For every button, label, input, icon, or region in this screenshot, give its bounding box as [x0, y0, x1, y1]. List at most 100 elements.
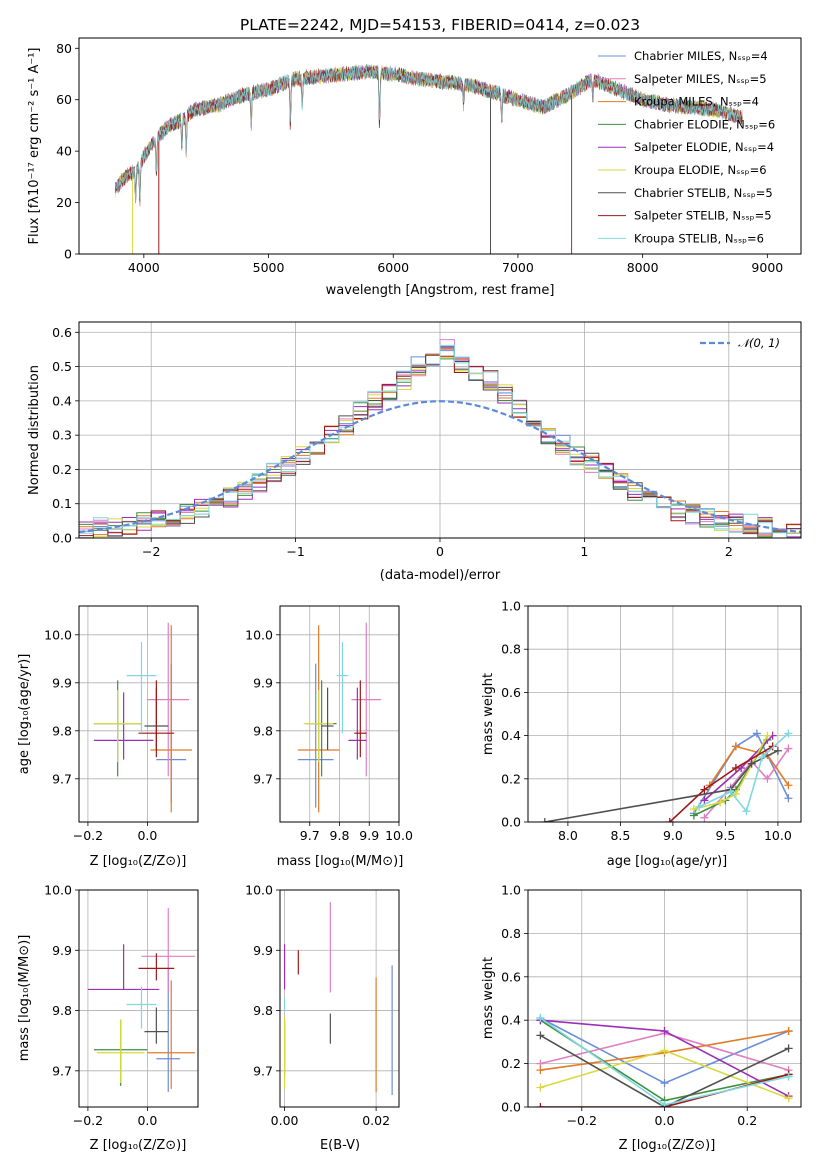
x-tick-label: −0.2: [567, 1113, 597, 1128]
y-tick-label: 9.8: [253, 723, 273, 738]
mass-vs-metallicity-plot: −0.2 0.0 9.7 9.8 9.9 10.0: [44, 883, 199, 1128]
axes-frame: [78, 37, 802, 255]
x-tick-label: 9000: [751, 260, 783, 275]
y-tick-label: 0.0: [52, 531, 72, 546]
errorbar-marks: [297, 622, 382, 813]
plus-marker: [784, 781, 793, 790]
age-vs-mass-plot: 9.7 9.8 9.9 10.0 9.7 9.8 9.9 10.0: [245, 605, 413, 843]
plus-marker: [660, 1027, 669, 1036]
x-tick-label: 5000: [253, 260, 285, 275]
mass-weight-series: [540, 1034, 789, 1107]
legend-label: Chabrier ELODIE, Nₛₛₚ=6: [634, 117, 775, 131]
mass-weight-vs-metallicity-xlabel: Z [log₁₀(Z/Z⊙)]: [619, 1138, 716, 1153]
y-tick-label: 9.8: [253, 1003, 273, 1018]
spectrum-title: PLATE=2242, MJD=54153, FIBERID=0414, z=0…: [240, 16, 640, 34]
plus-marker: [536, 1014, 545, 1023]
plus-marker: [540, 818, 549, 822]
errorbar-marks: [87, 908, 196, 1092]
plus-marker: [716, 798, 725, 807]
axes-frame: [78, 605, 199, 823]
y-tick-label: 0.8: [501, 926, 521, 941]
normal-curve: [79, 400, 801, 534]
x-tick-label: −0.2: [73, 828, 103, 843]
plus-marker: [536, 1083, 545, 1092]
legend-label: Salpeter ELODIE, Nₛₛₚ=4: [634, 140, 774, 154]
mass-vs-metallicity-panel: −0.2 0.0 9.7 9.8 9.9 10.0 Z [log₁₀(Z/Z⊙)] mas…: [17, 883, 199, 1153]
y-tick-label: 60: [56, 92, 72, 107]
y-tick-label: 9.9: [253, 675, 273, 690]
legend-normal-label: 𝒩(0, 1): [738, 336, 780, 350]
y-tick-label: 9.7: [253, 1063, 273, 1078]
x-tick-label: 9.7: [300, 828, 320, 843]
spectrum-xlabel: wavelength [Angstrom, rest frame]: [326, 283, 555, 298]
age-vs-mass-xlabel: mass [log₁₀(M/M⊙)]: [277, 854, 404, 869]
x-tick-label: 9.9: [359, 828, 379, 843]
plus-marker: [700, 796, 709, 805]
y-tick-label: 10.0: [245, 883, 273, 898]
spectrum-legend: Chabrier MILES, Nₛₛₚ=4 Salpeter MILES, Nₛ…: [598, 49, 775, 245]
y-tick-label: 0.0: [501, 1100, 521, 1115]
x-tick-label: 9.5: [715, 828, 735, 843]
mass-weight-lines: [536, 1014, 793, 1107]
x-tick-label: 6000: [377, 260, 409, 275]
mass-weight-vs-metallicity-ylabel: mass weight: [481, 957, 496, 1039]
mass-vs-metallicity-ylabel: mass [log₁₀(M/M⊙)]: [17, 935, 32, 1062]
mass-weight-vs-age-ylabel: mass weight: [481, 673, 496, 755]
age-vs-metallicity-panel: −0.2 0.0 9.7 9.8 9.9 10.0 Z [log₁₀(Z/Z⊙)] age…: [17, 605, 199, 869]
y-tick-label: 9.9: [52, 675, 72, 690]
legend-label: Kroupa ELODIE, Nₛₛₚ=6: [634, 163, 767, 177]
age-vs-metallicity-xlabel: Z [log₁₀(Z/Z⊙)]: [90, 854, 187, 869]
plus-marker: [726, 787, 735, 796]
plus-marker: [660, 1079, 669, 1088]
plus-marker: [660, 1046, 669, 1055]
legend-label: Kroupa MILES, Nₛₛₚ=4: [634, 95, 759, 109]
y-tick-label: 0.6: [501, 685, 521, 700]
axes-frame: [78, 321, 802, 539]
plus-marker: [784, 729, 793, 738]
y-tick-label: 9.9: [52, 943, 72, 958]
x-tick-label: 9.0: [663, 828, 683, 843]
mass-weight-vs-metallicity-panel: −0.2 0.0 0.2 0.0 0.2 0.4 0.6 0.8 1.0 Z [log₁₀(Z/…: [481, 883, 802, 1153]
plus-marker: [784, 1094, 793, 1103]
residual-histogram-panel: −2 −1 0 1 2 0.0 0.1 0.2 0.3 0.4 0.5 0.6 (data-model…: [27, 321, 802, 583]
y-tick-label: 10.0: [44, 883, 72, 898]
x-tick-label: 0: [436, 544, 444, 559]
x-tick-label: 0.0: [137, 828, 157, 843]
mass-weight-series: [708, 745, 790, 786]
y-tick-label: 0.1: [52, 496, 72, 511]
x-tick-label: 0.0: [655, 1113, 675, 1128]
plus-marker: [689, 805, 698, 814]
y-tick-label: 9.8: [52, 723, 72, 738]
plus-marker: [536, 1103, 545, 1107]
mass-vs-ebv-xlabel: E(B-V): [320, 1138, 360, 1153]
plus-marker: [665, 818, 674, 822]
x-tick-label: 8.5: [610, 828, 630, 843]
y-tick-label: 20: [56, 195, 72, 210]
x-tick-label: −0.2: [73, 1113, 103, 1128]
x-tick-label: 0.02: [362, 1113, 390, 1128]
x-tick-label: 9.8: [330, 828, 350, 843]
histogram-plot-area: −2 −1 0 1 2 0.0 0.1 0.2 0.3 0.4 0.5 0.6: [52, 321, 802, 559]
mass-weight-series: [693, 732, 790, 814]
y-tick-label: 1.0: [501, 883, 521, 898]
plus-marker: [700, 785, 709, 794]
y-tick-label: 0.2: [52, 462, 72, 477]
plus-marker: [784, 1044, 793, 1053]
y-tick-label: 10.0: [245, 627, 273, 642]
y-tick-label: 0.6: [501, 969, 521, 984]
legend-label: Salpeter MILES, Nₛₛₚ=5: [634, 72, 767, 86]
histogram-legend: 𝒩(0, 1): [700, 336, 780, 350]
y-tick-label: 9.9: [253, 943, 273, 958]
y-tick-label: 0.3: [52, 428, 72, 443]
x-tick-label: 2: [725, 544, 733, 559]
y-tick-label: 0.8: [501, 642, 521, 657]
mass-weight-series: [669, 745, 774, 822]
y-tick-label: 0.4: [52, 393, 72, 408]
x-tick-label: 8000: [627, 260, 659, 275]
legend-label: Salpeter STELIB, Nₛₛₚ=5: [634, 209, 772, 223]
y-tick-label: 10.0: [44, 627, 72, 642]
mass-weight-vs-age-plot: 8.0 8.5 9.0 9.5 10.0 0.0 0.2 0.4 0.6 0.8 1.0: [501, 599, 802, 843]
mass-weight-lines: [540, 729, 793, 822]
histogram-bars: [79, 339, 801, 538]
